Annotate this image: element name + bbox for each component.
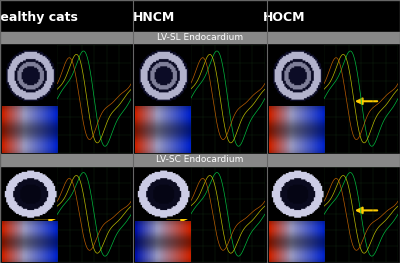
Text: LV-SC Endocardium: LV-SC Endocardium (156, 155, 244, 164)
Text: HNCM: HNCM (133, 11, 175, 23)
Text: Healthy cats: Healthy cats (0, 11, 78, 23)
Bar (0, 154, 400, 166)
Text: HOCM: HOCM (263, 11, 305, 23)
Bar (0, 32, 400, 43)
Text: LV-SL Endocardium: LV-SL Endocardium (157, 33, 243, 42)
